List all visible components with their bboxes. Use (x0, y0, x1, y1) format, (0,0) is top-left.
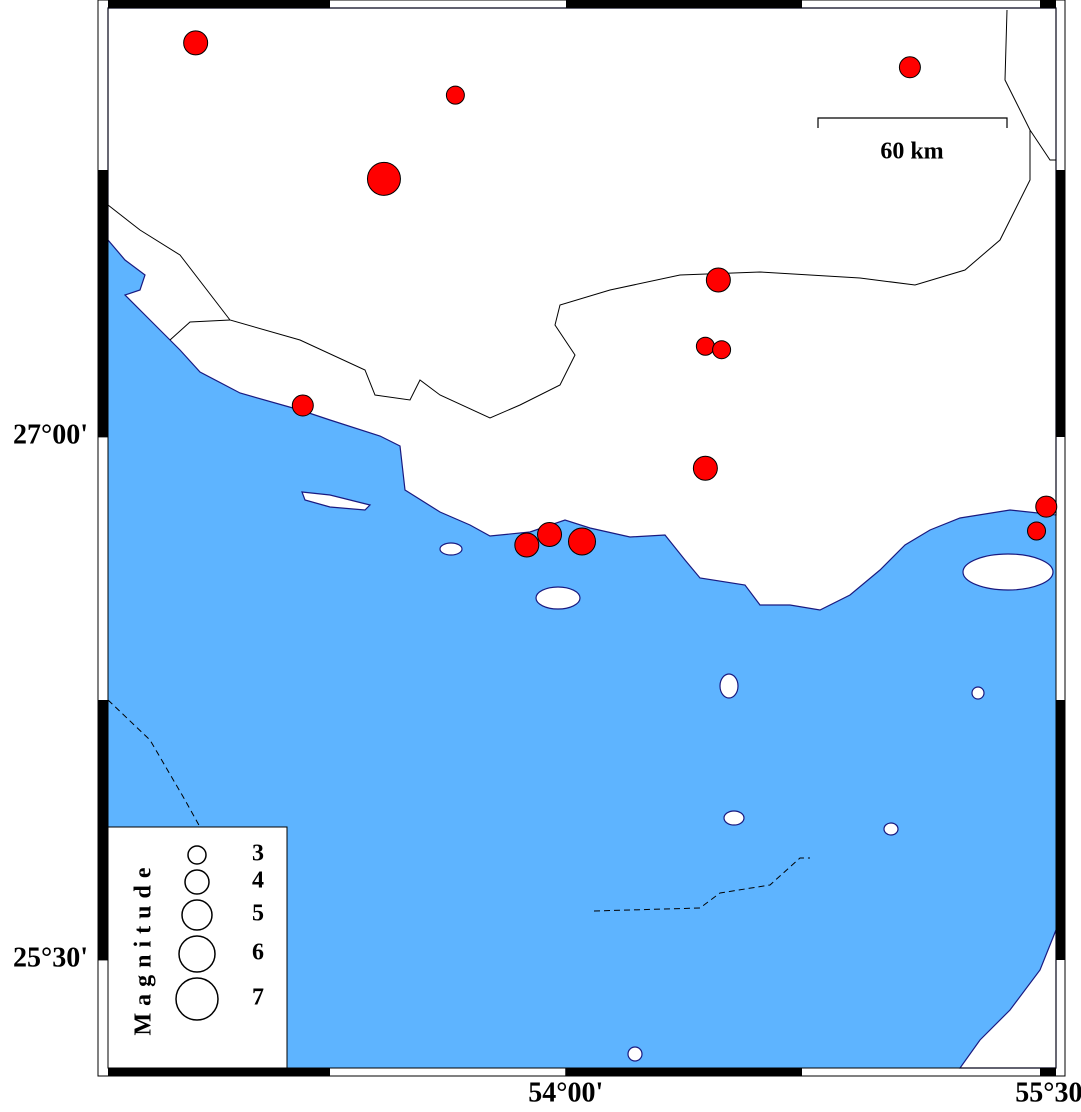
legend-label: 3 (252, 841, 264, 867)
island (723, 810, 745, 826)
maritime-boundary (107, 699, 201, 828)
boundary (169, 319, 231, 341)
legend-label: 5 (252, 901, 264, 927)
earthquake (898, 56, 921, 79)
legend-label: 6 (252, 940, 264, 966)
island (439, 542, 463, 556)
legend-label: 7 (252, 985, 264, 1011)
legend-box (107, 826, 288, 1069)
legend-symbol (187, 845, 207, 865)
earthquake (291, 394, 314, 417)
y-tick-label: 25°30' (13, 942, 88, 973)
earthquake (568, 527, 596, 556)
frame (97, 0, 1066, 1077)
legend-symbol (184, 869, 210, 895)
island (301, 491, 372, 511)
earthquake (537, 522, 563, 548)
earthquake (183, 30, 209, 56)
earthquake (705, 267, 731, 293)
legend-title: Magnitude (131, 860, 157, 1035)
boundary (1029, 129, 1056, 161)
scale-bar: 60 km (817, 117, 1008, 165)
island (719, 673, 739, 699)
earthquake (514, 532, 540, 558)
island (535, 586, 581, 610)
earthquake (695, 336, 715, 356)
earthquake (366, 161, 401, 196)
island (883, 822, 899, 836)
scale-bar-label: 60 km (880, 139, 943, 165)
x-tick-label: 54°00' (528, 1077, 603, 1108)
island (627, 1046, 643, 1062)
earthquake (712, 340, 732, 360)
earthquake (1035, 495, 1058, 518)
y-tick-label: 27°00' (13, 419, 88, 450)
legend-label: 4 (252, 868, 264, 894)
legend-symbol (178, 935, 216, 973)
island (962, 553, 1054, 591)
legend-symbol (175, 977, 219, 1021)
legend-symbol (181, 899, 213, 931)
boundary (107, 9, 1031, 419)
x-tick-label: 55°30' (1015, 1077, 1081, 1108)
earthquake (1027, 521, 1047, 541)
maritime-boundary (593, 857, 810, 912)
island (971, 686, 985, 700)
earthquake (692, 455, 718, 481)
earthquake (445, 85, 465, 105)
